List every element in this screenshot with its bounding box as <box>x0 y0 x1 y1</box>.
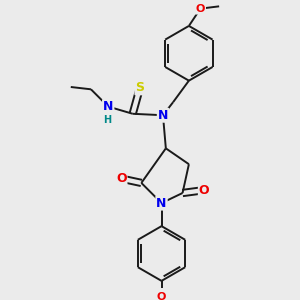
Text: N: N <box>156 196 167 210</box>
Text: O: O <box>116 172 127 185</box>
Text: N: N <box>103 100 113 113</box>
Text: O: O <box>199 184 209 196</box>
Text: O: O <box>196 4 205 14</box>
Text: H: H <box>103 115 111 124</box>
Text: N: N <box>158 109 168 122</box>
Text: S: S <box>135 81 144 94</box>
Text: O: O <box>157 292 166 300</box>
